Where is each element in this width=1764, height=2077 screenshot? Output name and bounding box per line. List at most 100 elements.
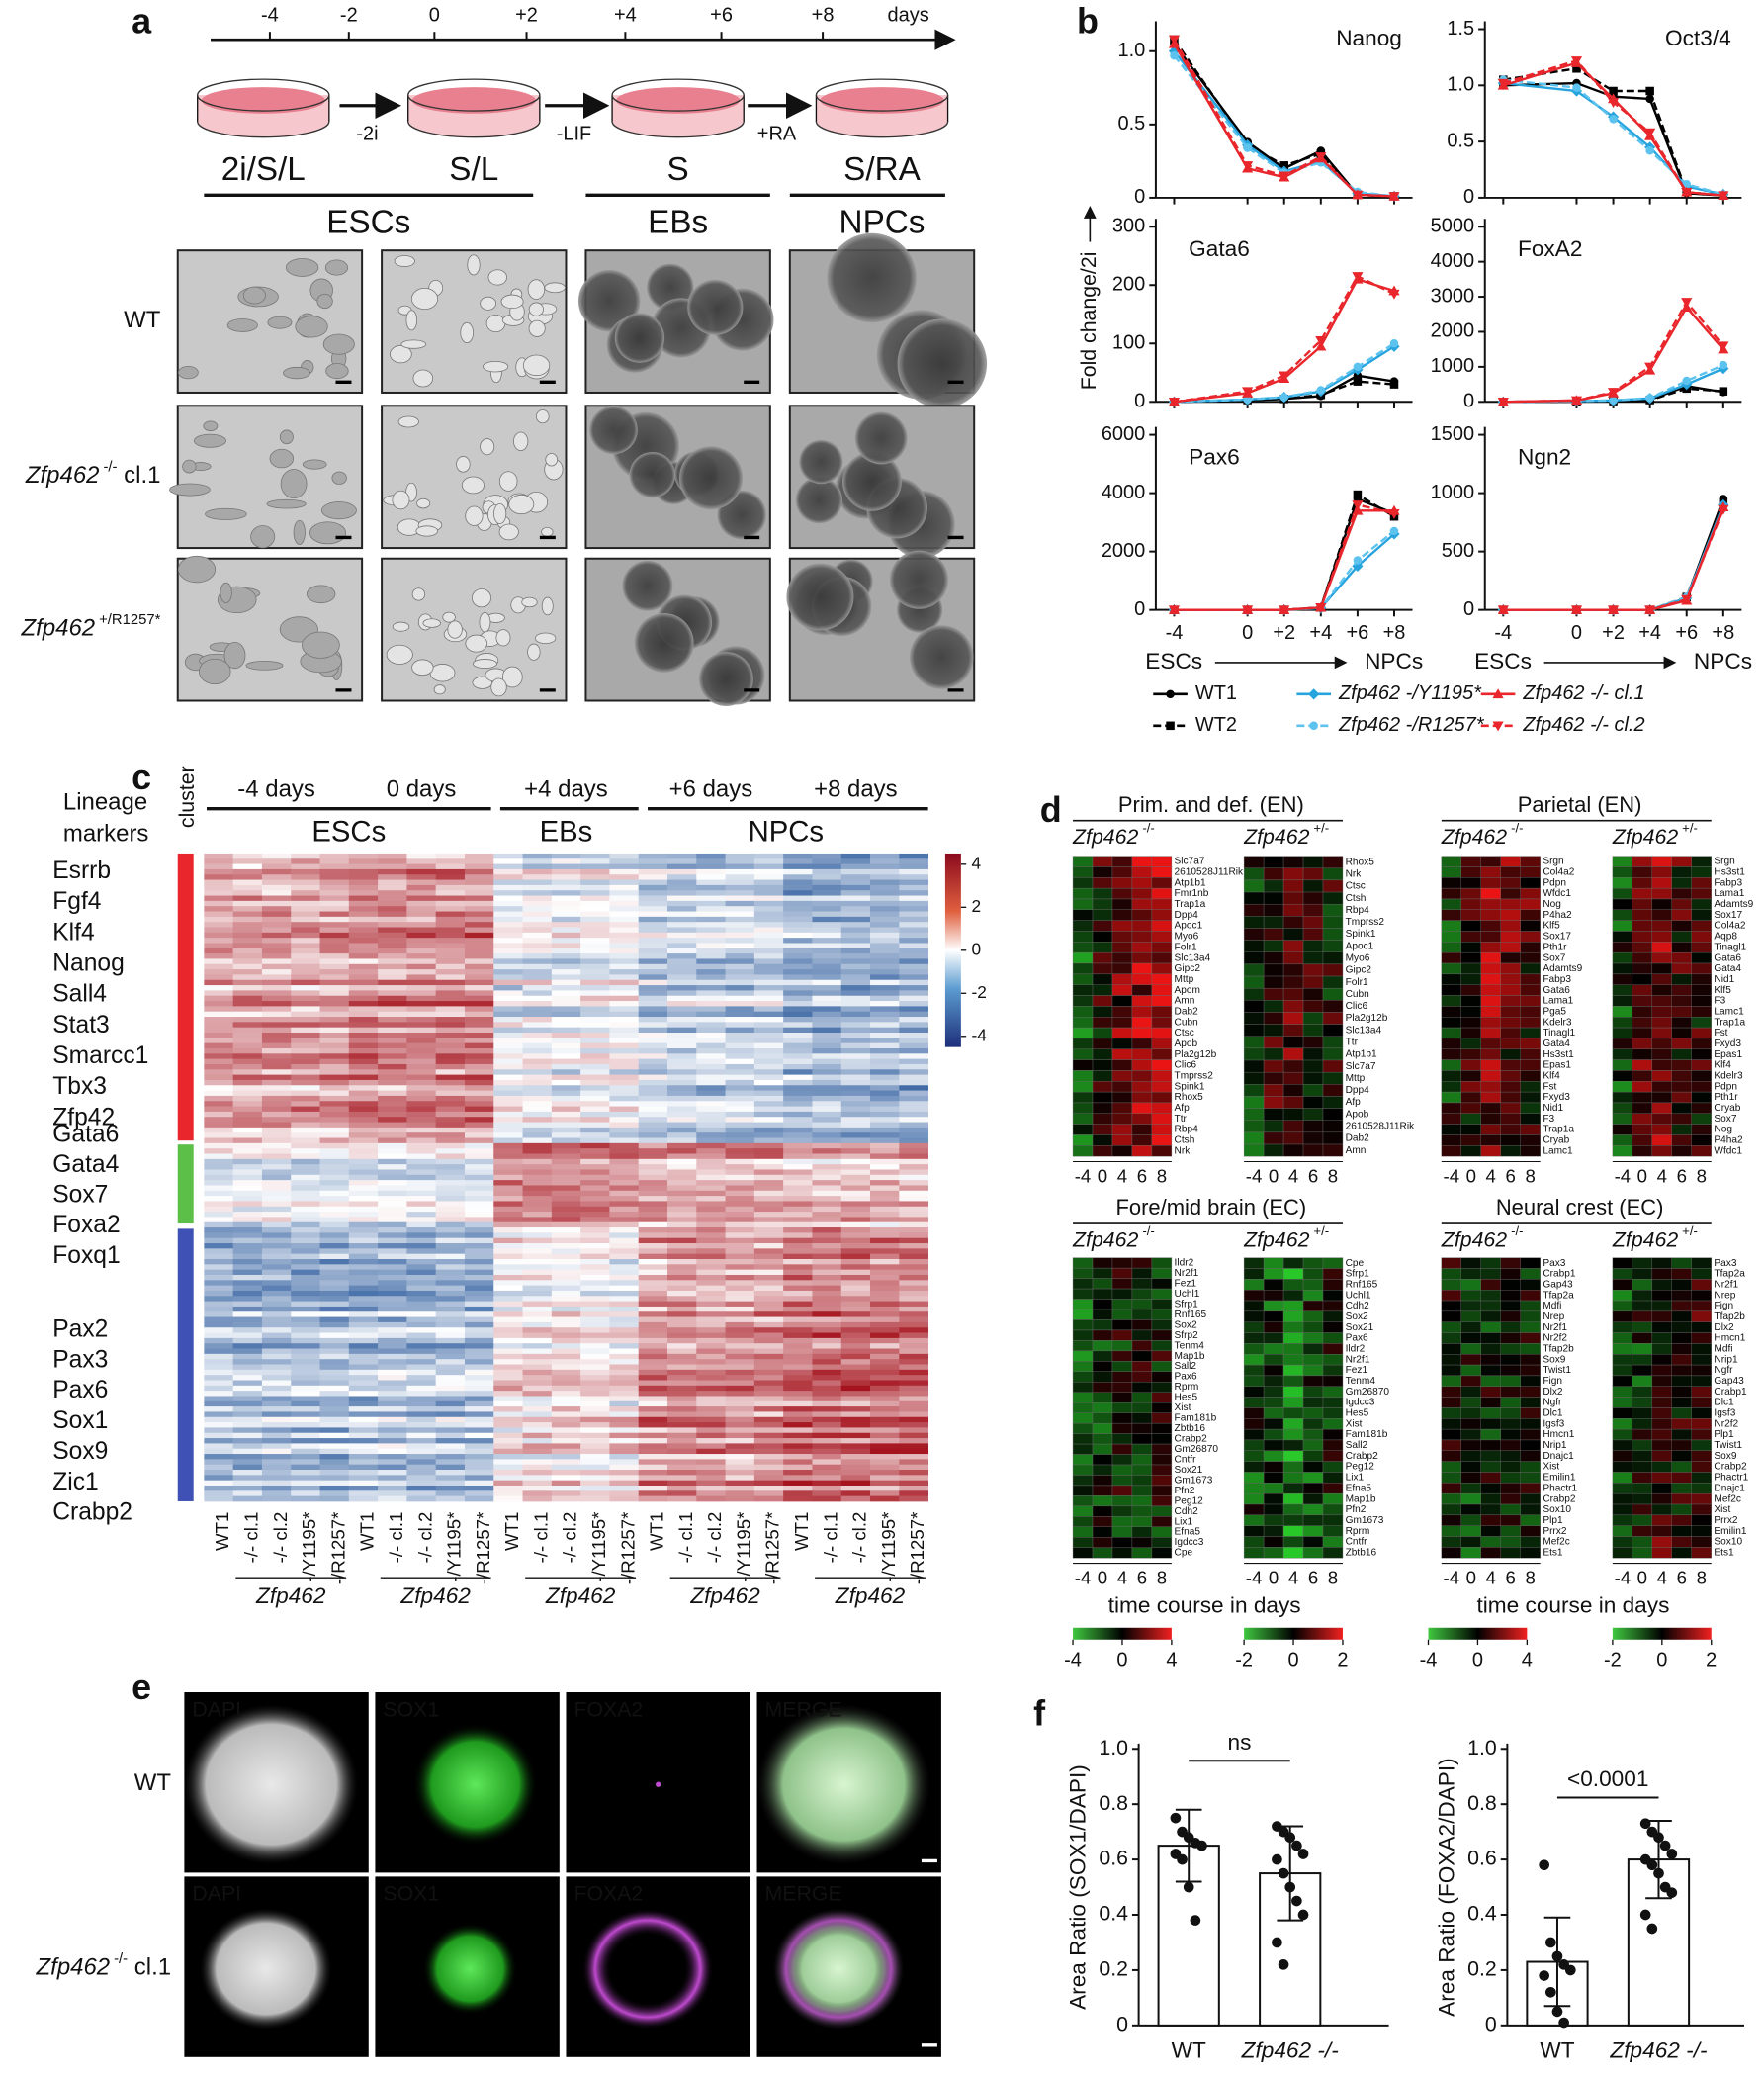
heatmap-cell [493,1222,523,1228]
heatmap-cell [639,1375,668,1381]
heatmap-cell [1323,1537,1343,1548]
heatmap-cell [783,948,813,954]
heatmap-cell [552,1217,581,1222]
heatmap-cell [320,1080,350,1086]
heatmap-cell [639,1327,668,1333]
heatmap-cell [493,1359,523,1365]
heatmap-cell [204,1406,233,1412]
heatmap-cell [552,880,581,886]
heatmap-cell [1481,877,1501,888]
heatmap-cell [349,1465,379,1471]
heatmap-cell [696,1207,726,1213]
heatmap-cell [783,1175,813,1181]
heatmap-cell [1501,1407,1521,1418]
gene-label: Xist [1175,1402,1191,1413]
heatmap-cell [726,1038,755,1043]
heatmap-cell [1264,1429,1283,1440]
point [1354,491,1363,499]
heatmap-cell [1303,1387,1323,1398]
heatmap-cell [552,1043,581,1049]
heatmap-cell [1264,892,1283,904]
heatmap-cell [204,1128,233,1133]
heatmap-cell [378,1112,407,1118]
colony [457,456,471,472]
heatmap-cell [1264,1493,1283,1504]
heatmap-cell [726,1123,755,1129]
heatmap-cell [378,969,407,975]
heatmap-cell [465,917,494,923]
colony [545,283,566,293]
heatmap-cell [841,1438,871,1444]
heatmap-cell [580,1396,610,1401]
day-label: -4 [1075,1567,1092,1587]
heatmap-cell [406,990,436,996]
heatmap-cell [783,1096,813,1102]
heatmap-cell [406,1243,436,1249]
heatmap-cell [262,928,292,934]
heatmap-cell [523,1006,553,1012]
column-label: -/- cl.2 [270,1512,291,1564]
heatmap-cell [378,933,407,939]
heatmap-cell [580,1417,610,1423]
gene-label: Lamc1 [1543,1145,1573,1156]
heatmap-cell [233,1232,263,1238]
heatmap-cell [870,890,900,896]
heatmap-cell [580,1307,610,1312]
heatmap-cell [580,1411,610,1417]
heatmap-cell [812,1128,841,1133]
heatmap-cell [465,938,494,944]
heatmap-cell [870,1059,900,1065]
heatmap-cell [1132,1548,1152,1558]
colony [307,586,335,603]
genotype-label-sup: -/- [1142,1223,1154,1238]
heatmap-cell [580,912,610,918]
heatmap-cell [349,1354,379,1360]
genotype-label-sup: -/- [1142,821,1154,836]
heatmap-cell [580,1006,610,1012]
heatmap-cell [378,1354,407,1360]
heatmap-cell [523,1028,553,1034]
heatmap-cell [639,1354,668,1360]
heatmap-cell [812,1406,841,1412]
heatmap-cell [899,1232,928,1238]
heatmap-cell [1323,1279,1343,1290]
heatmap-cell [349,990,379,996]
heatmap-cell [580,933,610,939]
heatmap-cell [349,922,379,928]
colony [473,659,496,668]
heatmap-cell [436,1001,466,1007]
heatmap-cell [696,933,726,939]
heatmap-cell [870,1238,900,1244]
heatmap-cell [1132,1060,1152,1071]
heatmap-cell [899,854,928,859]
heatmap-cell [523,1311,553,1317]
heatmap-cell [580,1201,610,1207]
heatmap-cell [1442,1290,1461,1301]
gene-label: Col4a2 [1714,921,1745,932]
heatmap-cell [1093,1455,1112,1465]
day-label: +2 [515,4,538,26]
heatmap-cell [378,1164,407,1170]
heatmap-cell [639,1001,668,1007]
heatmap-cell [726,1327,755,1333]
heatmap-cell [1303,1279,1323,1290]
heatmap-cell [783,880,813,886]
heatmap-cell [1442,1398,1461,1408]
heatmap-cell [667,1080,697,1086]
heatmap-cell [1521,877,1541,888]
heatmap-cell [349,1333,379,1339]
genotype-label: Zfp462+/- [1243,1223,1329,1251]
heatmap-cell [1652,910,1672,921]
heatmap-cell [320,1302,350,1308]
heatmap-cell [233,1427,263,1433]
gene-label: Tinagl1 [1714,942,1746,952]
heatmap-cell [465,928,494,934]
heatmap-cell [1132,1486,1152,1495]
heatmap-cell [493,1164,523,1170]
heatmap-cell [639,1401,668,1407]
x-tick-label: +4 [1638,622,1661,644]
heatmap-cell [204,1091,233,1097]
heatmap-cell [320,1138,350,1144]
heatmap-cell [639,1143,668,1149]
heatmap-cell [812,969,841,975]
